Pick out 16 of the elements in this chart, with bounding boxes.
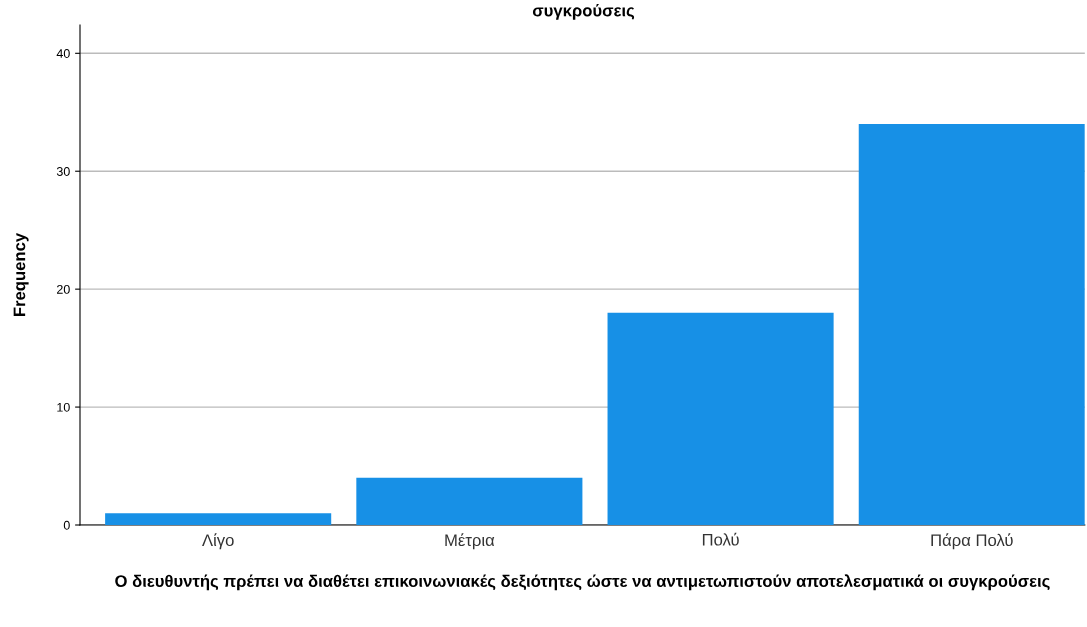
x-tick-label: Λίγο <box>202 533 234 550</box>
bar <box>356 477 583 525</box>
bar <box>105 513 332 525</box>
x-tick-label: Πολύ <box>702 532 739 546</box>
chart-title: συγκρούσεις <box>532 4 635 20</box>
y-tick-label: 20 <box>57 284 70 294</box>
x-tick-label: Μέτρια <box>445 533 495 550</box>
bar <box>607 312 834 525</box>
y-axis-title: Frequency <box>13 232 29 317</box>
y-tick-label: 10 <box>57 402 70 412</box>
y-tick-label: 0 <box>63 520 70 530</box>
x-axis-title: Ο διευθυντής πρέπει να διαθέτει επικοινωνιακές δεξιότητες ώστε να αντιμετωπιστούν αποτελεσματικά οι συγκρούσεις <box>115 574 1050 591</box>
y-tick-label: 30 <box>56 167 70 176</box>
y-tick-label: 40 <box>56 49 70 58</box>
bar <box>858 124 1085 525</box>
x-tick-label: Πάρα Πολύ <box>931 533 1013 550</box>
